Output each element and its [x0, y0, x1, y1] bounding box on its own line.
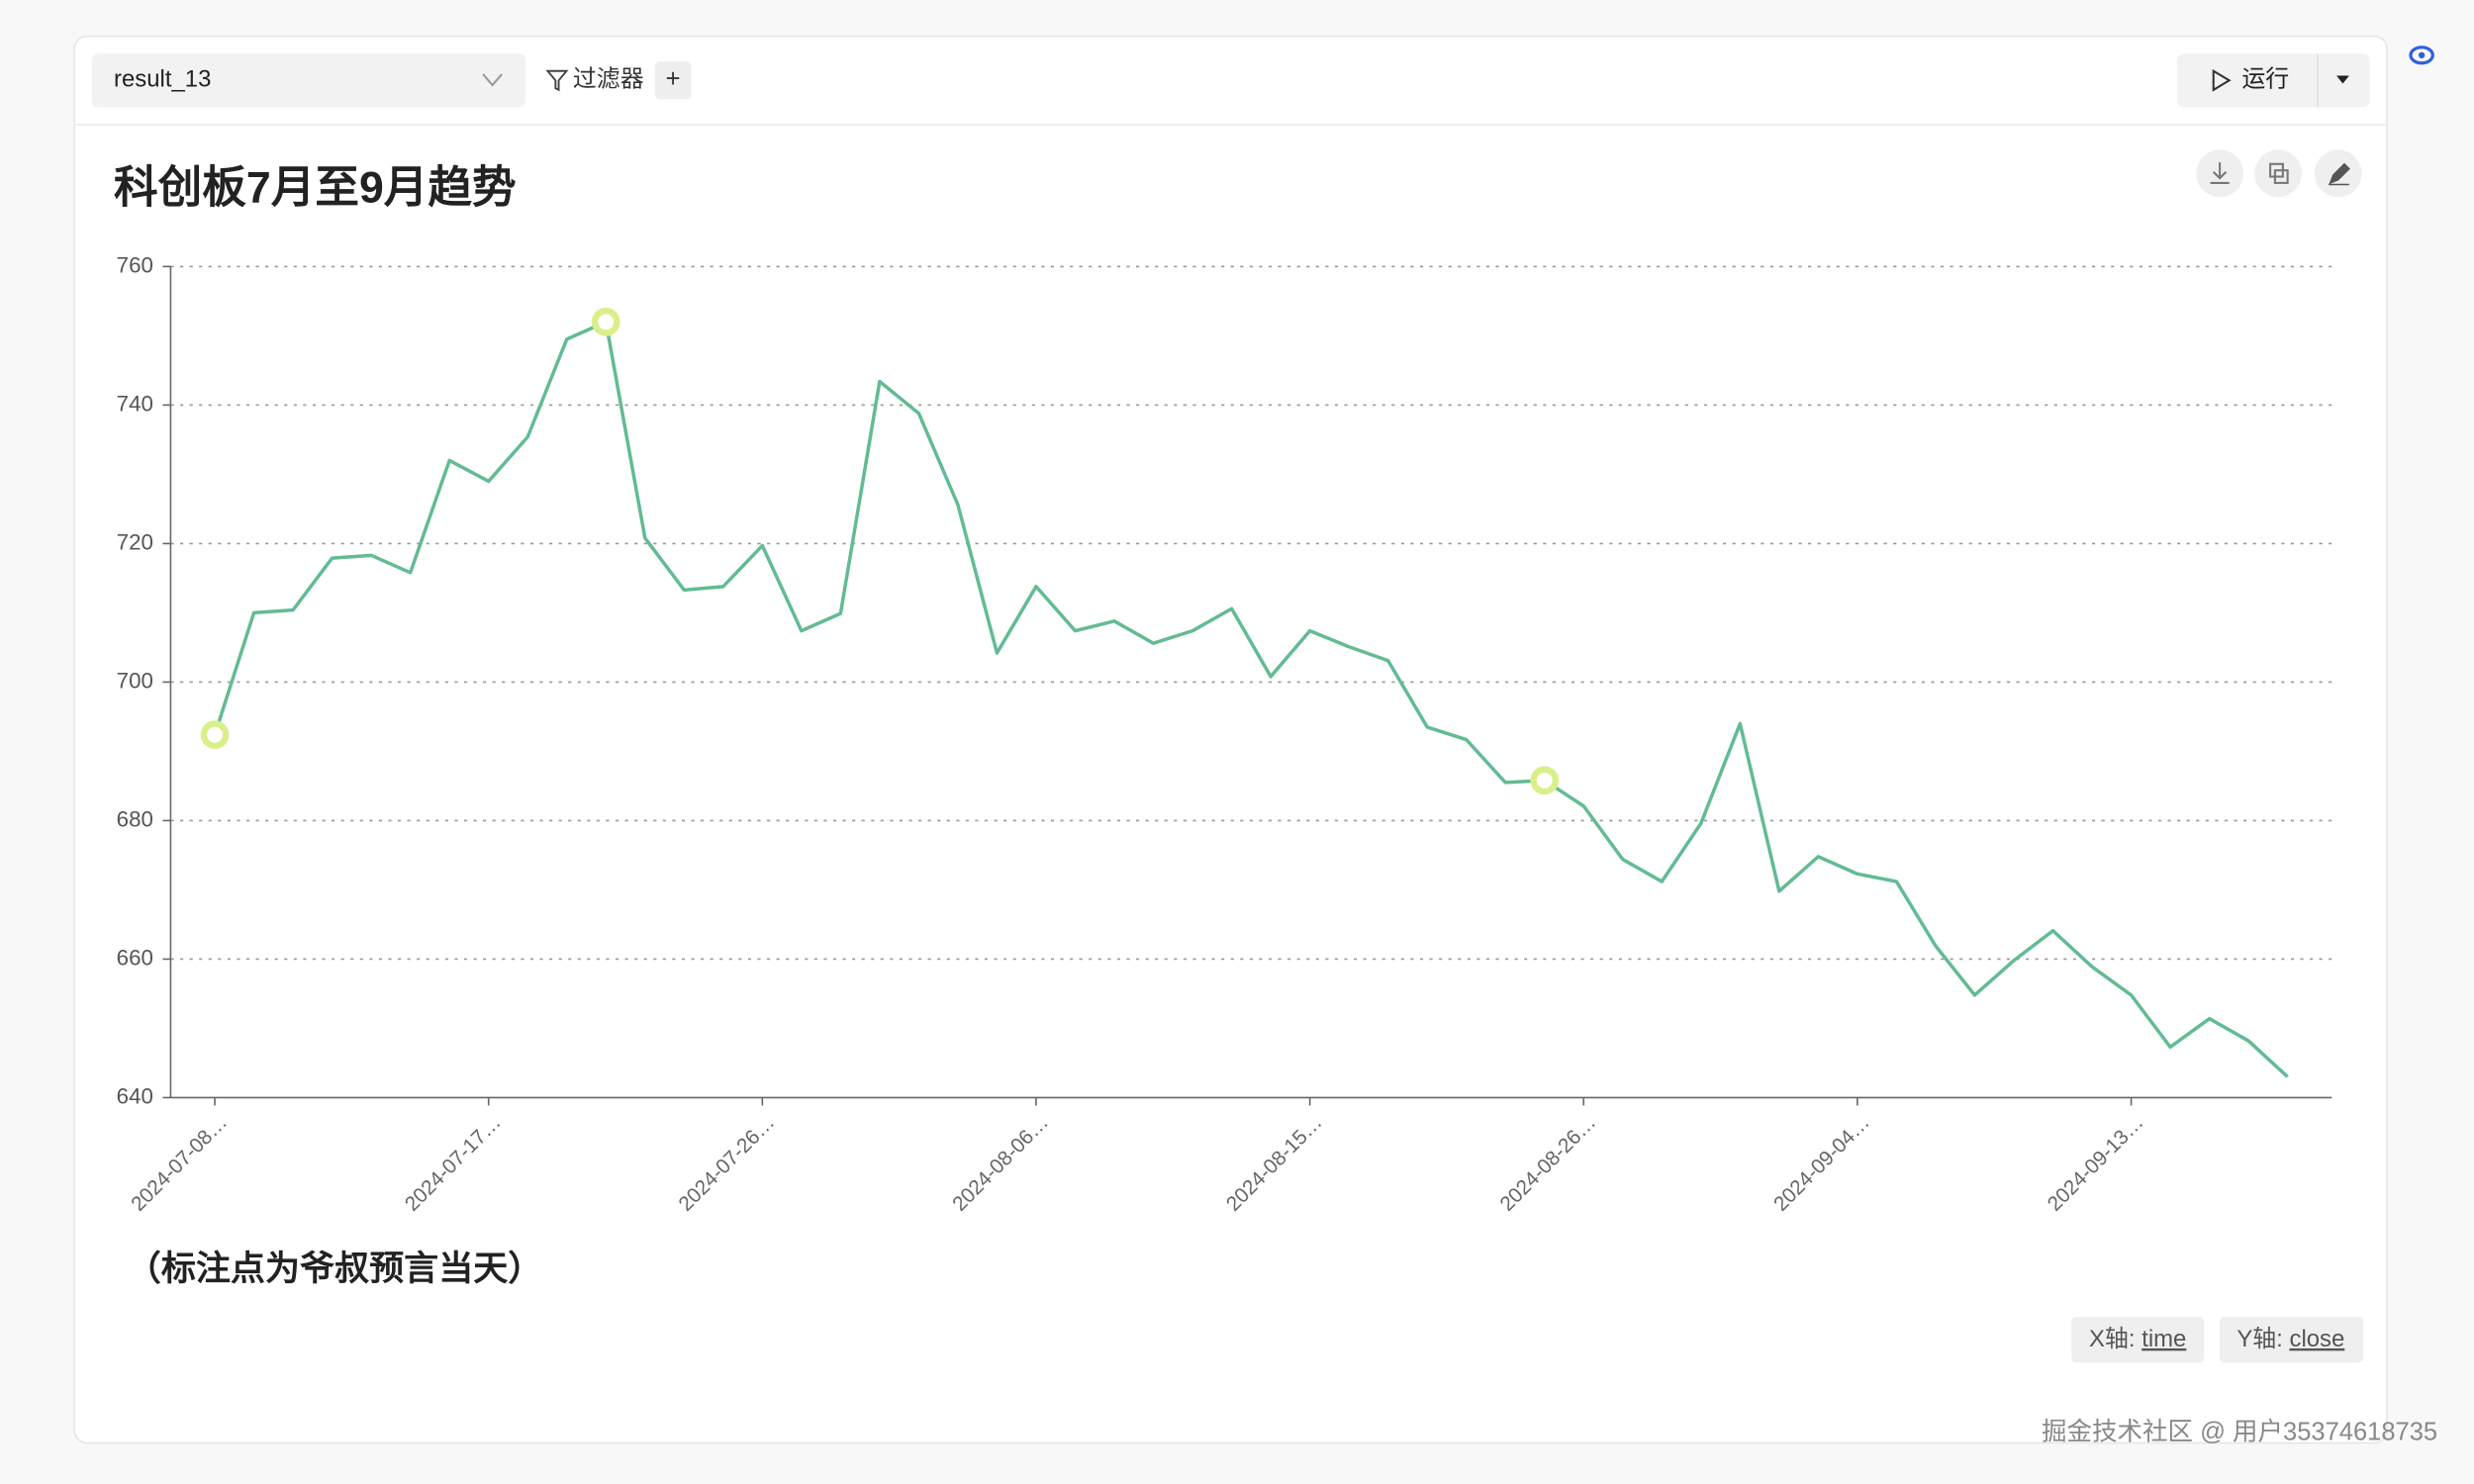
- eye-icon[interactable]: [2409, 46, 2434, 65]
- watermark: 掘金技术社区 @ 用户35374618735: [2042, 1419, 2437, 1446]
- dataset-name: result_13: [114, 66, 211, 93]
- y-tick-label: 680: [117, 806, 153, 831]
- y-tick-label: 640: [117, 1083, 153, 1108]
- annotation: （标注点为爷叔预言当天）: [127, 1250, 543, 1288]
- select-arrow: [482, 73, 503, 87]
- y-tick-label: 700: [117, 668, 153, 693]
- filter-button[interactable]: 过滤器: [573, 66, 644, 93]
- x-field-chip[interactable]: [2071, 1317, 2205, 1363]
- highlight-marker: [200, 720, 230, 749]
- run-dropdown[interactable]: [2336, 75, 2349, 84]
- y-tick-label: 660: [117, 945, 153, 970]
- chart-title: 科创板7月至9月趋势: [114, 164, 517, 213]
- x-field: X轴: time: [2089, 1326, 2186, 1352]
- y-prefix: Y轴:: [2236, 1326, 2283, 1352]
- y-tick-label: 760: [117, 252, 153, 277]
- add-filter[interactable]: +: [666, 65, 681, 93]
- dataset-select[interactable]: [91, 53, 526, 108]
- highlight-marker: [1530, 766, 1560, 795]
- run-icon: [2212, 68, 2232, 92]
- run-label[interactable]: 运行: [2241, 66, 2289, 93]
- x-prefix: X轴:: [2089, 1326, 2136, 1352]
- y-field-chip[interactable]: [2220, 1317, 2364, 1363]
- y-tick-label: 720: [117, 529, 153, 554]
- filter-icon: [545, 69, 569, 92]
- y-tick-label: 740: [117, 391, 153, 416]
- copy-button[interactable]: [2254, 149, 2302, 198]
- copy-icon: [2273, 169, 2289, 184]
- card: [73, 35, 2388, 1444]
- price-line: [213, 320, 2289, 1078]
- eye-pupil: [2418, 51, 2426, 58]
- run-button[interactable]: [2177, 53, 2370, 108]
- y-field-name: close: [2289, 1326, 2344, 1352]
- y-field: Y轴: close: [2236, 1326, 2344, 1352]
- download-icon: [2210, 162, 2230, 184]
- x-field-name: time: [2141, 1326, 2186, 1352]
- edit-icon: [2329, 162, 2350, 186]
- add-filter-bg[interactable]: [654, 61, 692, 100]
- highlight-marker: [591, 308, 620, 336]
